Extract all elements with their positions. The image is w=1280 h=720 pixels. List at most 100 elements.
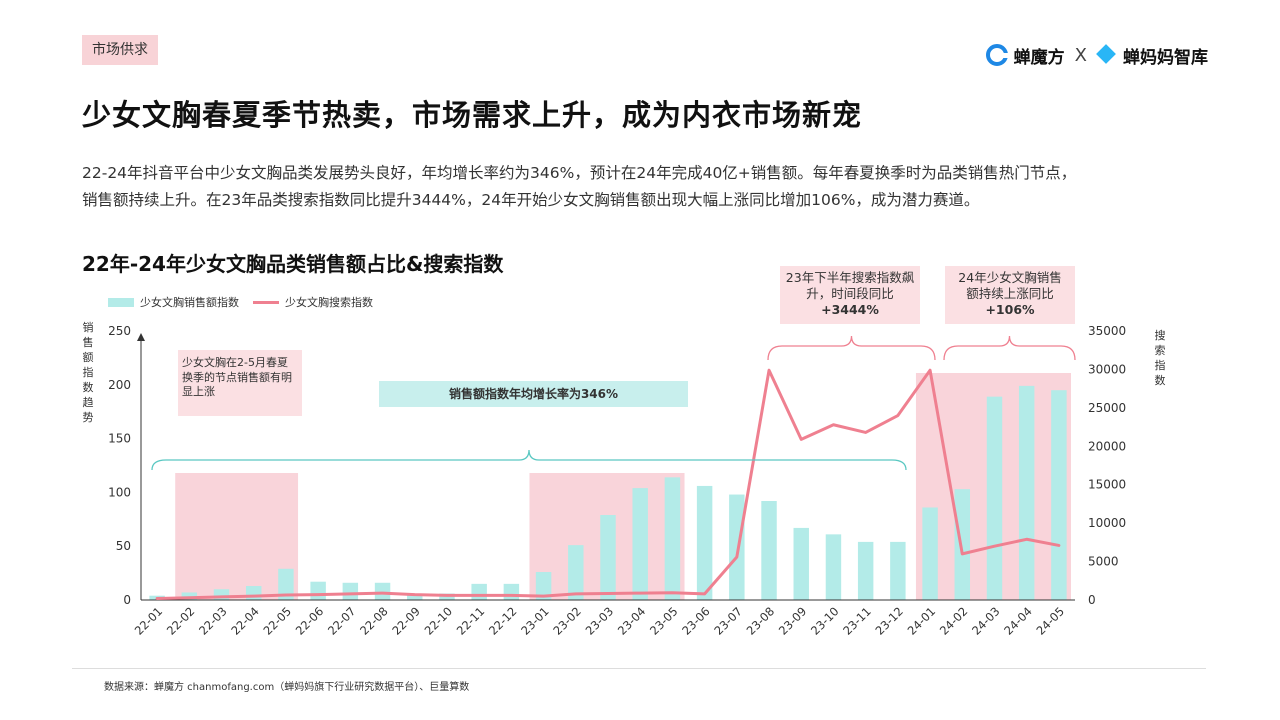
data-source: 数据来源：蝉魔方 chanmofang.com（蝉妈妈旗下行业研究数据平台）、巨…: [104, 682, 470, 693]
legend-line-label: 少女文胸搜索指数: [285, 296, 373, 309]
bar: [696, 485, 713, 600]
x-tick-label: 22-04: [228, 604, 262, 638]
sales-callout-text: 24年少女文胸销售额持续上涨同比: [958, 270, 1062, 301]
bar: [632, 488, 648, 600]
bar: [664, 477, 681, 600]
legend-bar-label: 少女文胸销售额指数: [140, 296, 239, 309]
x-tick-label: 22-02: [164, 604, 198, 638]
y-right-tick-label: 20000: [1088, 439, 1126, 453]
section-tag: 市场供求: [82, 35, 158, 65]
bar: [1018, 385, 1035, 600]
y-axis-left-label: 销售额指数趋势: [82, 321, 94, 424]
y-right-tick-label: 30000: [1088, 362, 1126, 376]
search-brace: [767, 335, 936, 361]
search-callout: 23年下半年搜索指数飙升，时间段同比 +3444%: [780, 266, 920, 324]
sales-callout: 24年少女文胸销售额持续上涨同比 +106%: [945, 266, 1075, 324]
x-tick-label: 22-10: [422, 604, 456, 638]
x-tick-label: 23-11: [840, 604, 874, 638]
y-axis-arrow: [137, 333, 145, 341]
season-annotation: 少女文胸在2-5月春夏换季的节点销售额有明显上涨: [178, 350, 302, 416]
bar: [922, 507, 938, 600]
x-tick-label: 23-05: [647, 604, 681, 638]
y-left-tick-label: 100: [108, 485, 131, 499]
sales-brace: [943, 335, 1076, 361]
y-right-tick-label: 35000: [1088, 324, 1126, 338]
y-right-tick-label: 15000: [1088, 478, 1126, 492]
bar: [278, 568, 294, 600]
bar: [503, 583, 520, 600]
bar: [761, 501, 777, 600]
x-tick-label: 23-04: [615, 604, 649, 638]
page-title: 少女文胸春夏季节热卖，市场需求上升，成为内衣市场新宠: [82, 98, 863, 132]
y-left-tick-label: 0: [123, 593, 131, 607]
x-tick-label: 22-06: [293, 604, 327, 638]
y-right-tick-label: 25000: [1088, 401, 1126, 415]
x-tick-label: 24-04: [1001, 604, 1035, 638]
x-tick-label: 22-12: [486, 604, 520, 638]
legend-bar-swatch: [108, 297, 134, 307]
description-line-1: 22-24年抖音平台中少女文胸品类发展势头良好，年均增长率约为346%，预计在2…: [82, 164, 1077, 182]
x-tick-label: 23-08: [744, 604, 778, 638]
x-tick-label: 23-06: [679, 604, 713, 638]
bar: [342, 582, 359, 600]
x-tick-label: 23-10: [808, 604, 842, 638]
brand-logos: 蝉魔方 X 蝉妈妈智库: [985, 40, 1208, 70]
chanmofang-logo-icon: [985, 44, 1008, 66]
bar: [986, 396, 1003, 600]
description-line-2: 销售额持续上升。在23年品类搜索指数同比提升3444%，24年开始少女文胸销售额…: [82, 191, 980, 209]
y-axis-right-label: 搜索指数: [1154, 329, 1166, 387]
legend-line-swatch: [253, 300, 279, 304]
bar: [825, 534, 842, 600]
bar: [568, 545, 584, 600]
bar: [1051, 390, 1067, 600]
bar: [310, 581, 326, 600]
x-tick-label: 23-07: [711, 604, 745, 638]
x-tick-label: 22-08: [357, 604, 391, 638]
brand-left-name: 蝉魔方: [1013, 47, 1065, 68]
growth-brace: [151, 449, 907, 471]
y-right-tick-label: 10000: [1088, 516, 1126, 530]
highlight-range: [175, 473, 299, 600]
x-tick-label: 22-01: [132, 604, 166, 638]
bar: [407, 593, 423, 600]
x-tick-label: 24-02: [937, 604, 971, 638]
x-tick-label: 22-05: [261, 604, 295, 638]
y-left-tick-label: 50: [116, 539, 131, 553]
bar: [954, 489, 971, 600]
chart-title: 22年-24年少女文胸品类销售额占比&搜索指数: [82, 252, 504, 276]
x-tick-label: 23-09: [776, 604, 810, 638]
bar: [535, 572, 552, 600]
brand-right-name: 蝉妈妈智库: [1123, 47, 1208, 68]
x-tick-label: 24-05: [1033, 604, 1067, 638]
search-callout-value: +3444%: [821, 302, 879, 317]
sales-callout-value: +106%: [985, 302, 1035, 317]
y-left-tick-label: 200: [108, 378, 131, 392]
bar: [890, 541, 906, 600]
x-tick-label: 23-12: [872, 604, 906, 638]
bar: [374, 582, 391, 600]
x-tick-label: 24-01: [905, 604, 939, 638]
bar: [245, 586, 262, 600]
bar: [857, 541, 874, 600]
y-left-tick-label: 150: [108, 432, 131, 446]
footer-divider: [72, 668, 1206, 669]
y-right-tick-label: 0: [1088, 593, 1096, 607]
x-tick-label: 22-03: [196, 604, 230, 638]
description: 22-24年抖音平台中少女文胸品类发展势头良好，年均增长率约为346%，预计在2…: [82, 160, 1202, 214]
bar: [793, 527, 809, 600]
x-tick-label: 22-11: [454, 604, 488, 638]
bar: [213, 589, 230, 600]
bar: [729, 494, 745, 600]
x-tick-label: 23-02: [550, 604, 584, 638]
x-tick-label: 22-07: [325, 604, 359, 638]
x-tick-label: 23-01: [518, 604, 552, 638]
search-callout-text: 23年下半年搜索指数飙升，时间段同比: [785, 270, 915, 301]
brand-separator: X: [1074, 44, 1087, 66]
x-tick-label: 23-03: [583, 604, 617, 638]
chart-legend: 少女文胸销售额指数 少女文胸搜索指数: [108, 294, 373, 310]
x-tick-label: 22-09: [389, 604, 423, 638]
bar: [471, 583, 487, 600]
x-tick-label: 24-03: [969, 604, 1003, 638]
y-right-tick-label: 5000: [1088, 555, 1119, 569]
